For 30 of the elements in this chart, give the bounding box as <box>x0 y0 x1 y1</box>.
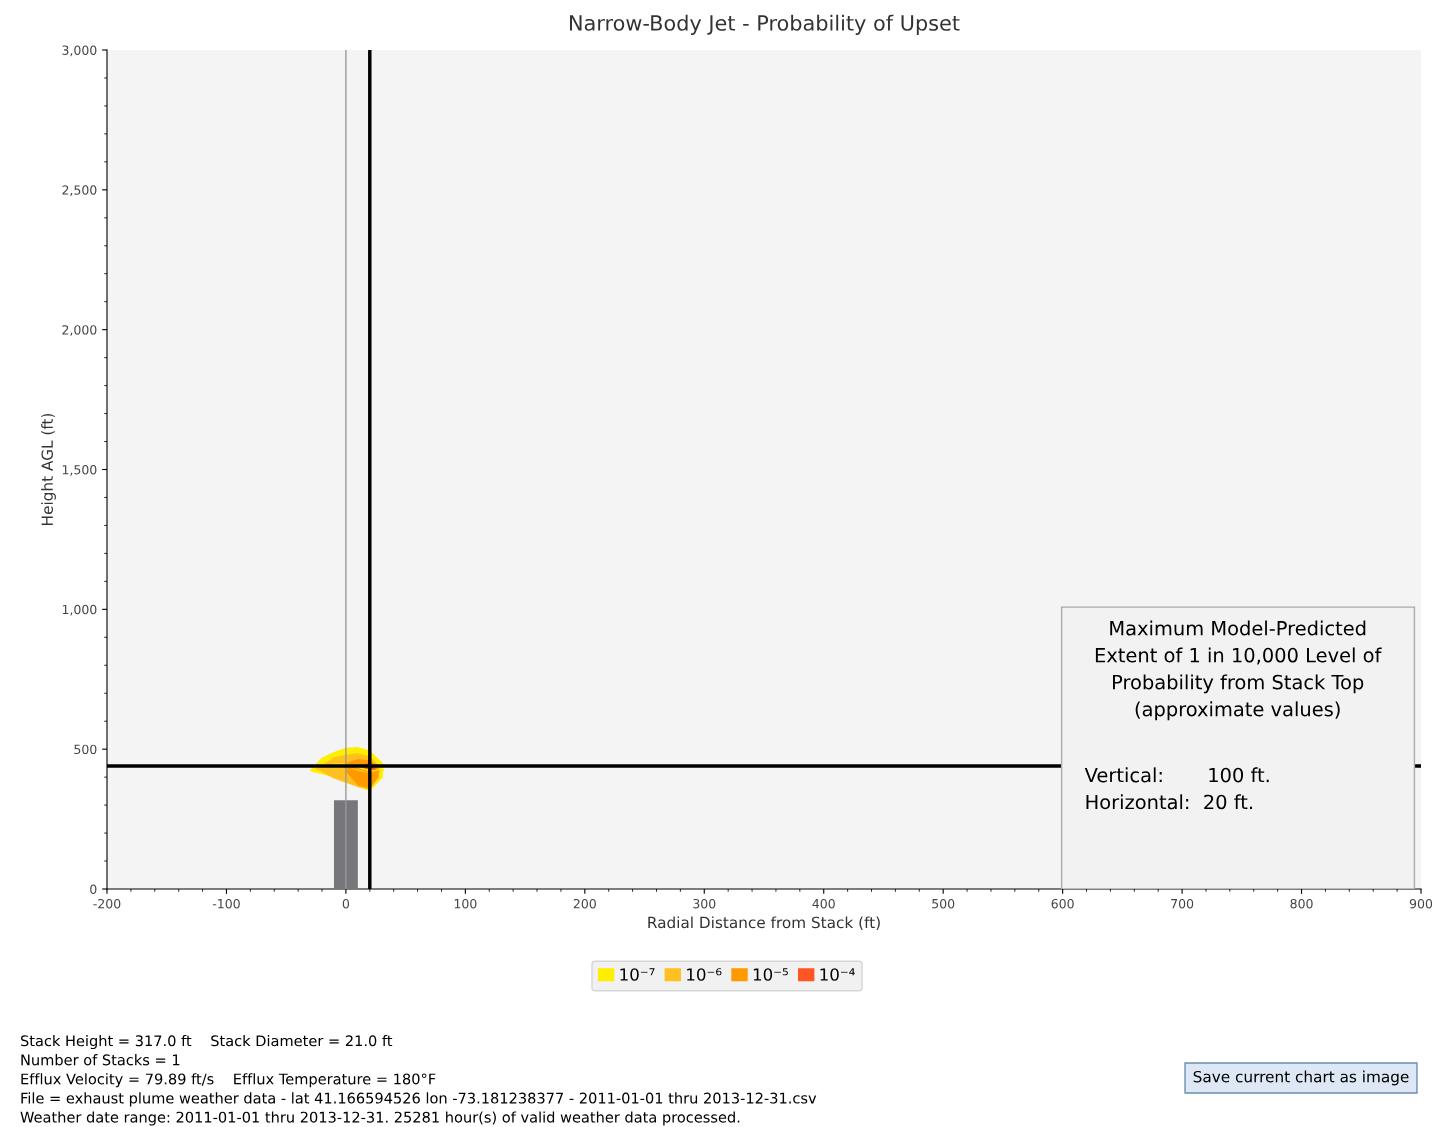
legend-label: 10⁻⁴ <box>820 968 855 981</box>
x-tick-label: -200 <box>93 898 121 909</box>
legend-label: 10⁻⁶ <box>687 968 722 981</box>
x-tick-label: 0 <box>342 898 350 909</box>
text: Save current chart as image <box>1193 1070 1409 1086</box>
x-tick-label: 200 <box>573 898 596 909</box>
y-tick-label: 2,000 <box>62 325 97 336</box>
annotation: Maximum Model-Predicted Extent of 1 in 10,000 Level of Probability from Stack Top (approximate values) <box>1095 620 1382 721</box>
y-tick-label: 2,500 <box>62 185 97 197</box>
x-tick-label: 100 <box>454 898 477 909</box>
legend-label: 10⁻⁷ <box>620 968 655 981</box>
y-tick-label: 500 <box>74 744 97 755</box>
x-tick-label: 500 <box>932 898 955 909</box>
x-axis-title: Radial Distance from Stack (ft) <box>648 916 880 930</box>
x-tick-label: 600 <box>1051 898 1074 909</box>
x-tick-label: 700 <box>1171 898 1194 909</box>
y-tick-label: 1,500 <box>62 464 97 476</box>
x-tick-label: 900 <box>1409 898 1433 909</box>
chart-title: Narrow-Body Jet - Probability of Upset <box>570 14 960 35</box>
legend-label: 10⁻⁵ <box>753 968 788 981</box>
text: Stack Height = 317.0 ft Stack Diameter = 21.0 ft Number of Stacks = 1 Efflux Velocity = 79.89 ft/s Efflux Temperature = 180°F File = exhaust plume weather data - lat 41.166594526 lon -73.181238377 - 2011-01-01 thru 2013-12-31.csv Weather date range: 2011-01-01 thru 2013-12-31. 25281 hour(s) of valid weather data processed. <box>20 1035 817 1126</box>
x-tick-label: -100 <box>212 898 240 909</box>
x-tick-label: 800 <box>1290 898 1313 909</box>
annotation: Vertical: 100 ft. Horizontal: 20 ft. <box>1084 767 1269 810</box>
y-tick-label: 3,000 <box>62 45 97 57</box>
x-tick-label: 400 <box>812 898 835 909</box>
y-tick-label: 1,000 <box>62 604 97 616</box>
x-tick-label: 300 <box>693 898 716 909</box>
y-axis-title: Height AGL (ft) <box>41 413 56 525</box>
y-tick-label: 0 <box>90 884 97 894</box>
